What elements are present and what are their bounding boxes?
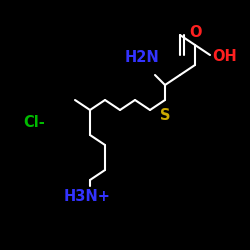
Text: O: O bbox=[189, 25, 201, 40]
Text: H3N+: H3N+ bbox=[64, 189, 111, 204]
Text: H2N: H2N bbox=[125, 50, 160, 65]
Text: OH: OH bbox=[212, 49, 238, 64]
Text: Cl-: Cl- bbox=[23, 115, 44, 130]
Text: S: S bbox=[160, 108, 170, 122]
